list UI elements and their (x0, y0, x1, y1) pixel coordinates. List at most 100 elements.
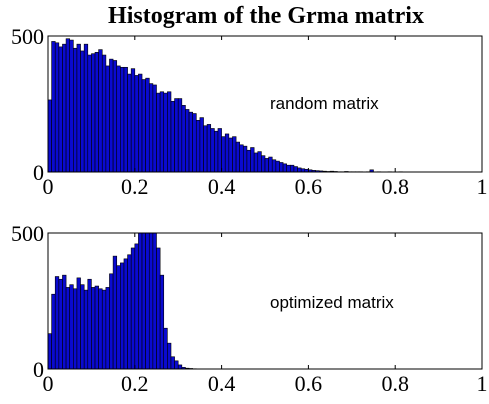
histogram-bar (148, 83, 154, 173)
histogram-bar (232, 136, 237, 173)
histogram-bar (109, 58, 114, 173)
histogram-bar (199, 117, 204, 173)
histogram-bar (174, 360, 179, 370)
histogram-bar (130, 68, 136, 173)
histogram-bar (91, 287, 96, 370)
histogram-bar (297, 167, 302, 173)
axes-box (47, 232, 483, 370)
histogram-bar (235, 141, 240, 173)
histogram-bar (159, 91, 165, 173)
histogram-bar (80, 284, 85, 370)
histogram-bar (141, 79, 146, 173)
histogram-bar (62, 43, 67, 173)
histogram-bar (127, 73, 132, 173)
histogram-bar (87, 54, 92, 173)
histogram-bar (51, 293, 56, 370)
histogram-bar (58, 278, 63, 370)
histogram-bar (224, 133, 230, 173)
y-tick-label: 0 (33, 357, 44, 382)
histogram-bar (163, 327, 168, 370)
histogram-bar (156, 92, 161, 173)
histogram-bar (246, 149, 251, 173)
histogram-bar (195, 120, 201, 173)
histogram-bar (156, 247, 161, 370)
histogram-bar (83, 43, 89, 173)
histogram-bar (167, 342, 172, 370)
histogram-bar (148, 232, 154, 370)
histogram-bar (130, 247, 136, 370)
random-matrix-histogram: 0 0.2 0.4 0.6 0.8 1 0 500 random matrix (11, 24, 488, 199)
histogram-bar (112, 255, 118, 370)
y-tick-label: 500 (11, 24, 44, 49)
histogram-bar (54, 276, 60, 370)
histogram-bar (76, 277, 81, 370)
histogram-bar (264, 158, 269, 173)
histogram-bar (293, 166, 298, 173)
histogram-bar (177, 364, 183, 370)
histogram-bar (268, 156, 273, 173)
histogram-bar (120, 262, 125, 370)
x-tick-label: 1 (477, 174, 488, 199)
histogram-bar (239, 144, 244, 173)
histogram-bar (250, 147, 255, 173)
histogram-bar (138, 73, 143, 173)
histogram-bar (170, 356, 175, 370)
figure-title: Histogram of the Grma matrix (108, 3, 424, 29)
histogram-bar (58, 46, 63, 173)
x-tick-label: 0.6 (295, 174, 323, 199)
histogram-bar (98, 288, 103, 370)
histogram-bar (257, 151, 262, 173)
histogram-bar (65, 38, 70, 173)
y-tick-label: 500 (11, 221, 44, 246)
x-tick-label: 0 (43, 371, 54, 396)
histogram-bar (47, 99, 52, 173)
histogram-bar (261, 155, 266, 173)
histogram-bar (192, 113, 197, 173)
histogram-bar (152, 84, 157, 173)
x-tick-label: 0.8 (381, 174, 409, 199)
histogram-bar (98, 49, 103, 173)
x-tick-label: 0.4 (208, 174, 236, 199)
chart-annotation: optimized matrix (270, 293, 394, 312)
histogram-bar (101, 289, 107, 370)
histogram-bar (275, 160, 280, 173)
histogram-bar (279, 162, 284, 173)
histogram-bar (214, 130, 219, 173)
histogram-bar (174, 98, 179, 173)
x-tick-label: 0.2 (121, 174, 149, 199)
histogram-bar (152, 232, 157, 370)
histogram-bar (217, 128, 222, 173)
x-tick-label: 0.6 (295, 371, 323, 396)
histogram-bar (159, 274, 165, 370)
histogram-bar (123, 66, 128, 173)
histogram-bar (65, 287, 70, 370)
histogram-bar (134, 75, 139, 173)
histogram-bar (271, 159, 277, 173)
histogram-bar (167, 91, 172, 173)
histogram-bar (69, 284, 74, 370)
x-tick-label: 0.8 (381, 371, 409, 396)
histogram-bar (76, 43, 81, 173)
histogram-bar (120, 66, 125, 173)
x-tick-label: 0.2 (121, 371, 149, 396)
histogram-bar (170, 100, 175, 173)
histogram-bar (253, 152, 259, 173)
histogram-bar (290, 164, 295, 173)
histogram-bar (112, 60, 118, 173)
histogram-bar (181, 105, 186, 173)
histogram-bar (69, 39, 74, 173)
chart-annotation: random matrix (270, 94, 379, 113)
x-tick-label: 1 (477, 371, 488, 396)
histogram-bar (286, 164, 291, 173)
axes-box (47, 35, 483, 173)
histogram-bar (221, 136, 226, 173)
histogram-bar (141, 232, 146, 370)
histogram-bar (185, 109, 190, 173)
x-tick-label: 0.4 (208, 371, 236, 396)
histogram-bar (80, 50, 85, 173)
histogram-bar (105, 65, 110, 173)
histogram-bar (138, 232, 143, 370)
histogram-bar (206, 124, 212, 173)
histogram-bar (91, 53, 96, 173)
